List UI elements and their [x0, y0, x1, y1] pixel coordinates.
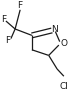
Text: O: O: [60, 39, 67, 48]
Text: F: F: [5, 36, 10, 45]
Text: N: N: [51, 25, 58, 34]
Text: Cl: Cl: [59, 82, 68, 91]
Text: F: F: [18, 1, 23, 10]
Text: F: F: [1, 15, 6, 24]
